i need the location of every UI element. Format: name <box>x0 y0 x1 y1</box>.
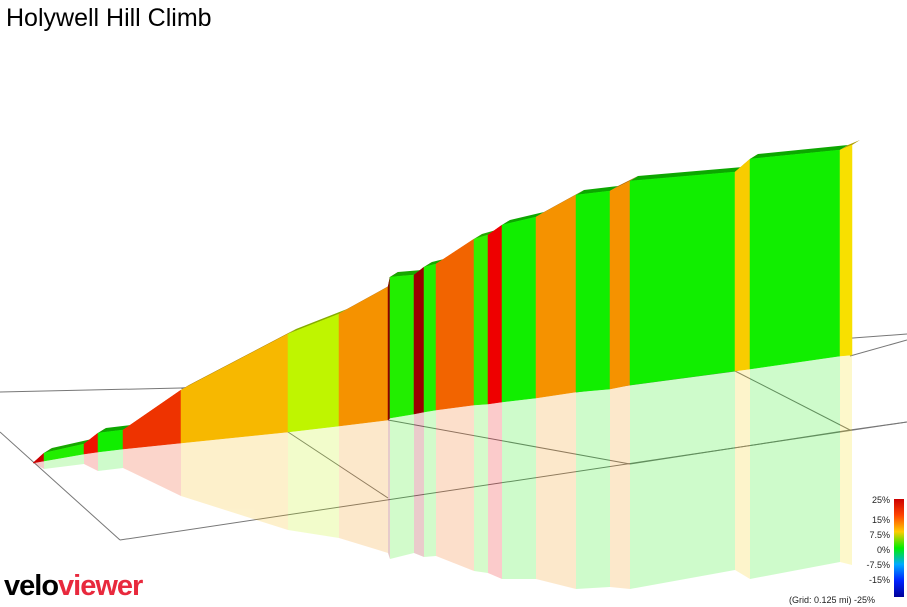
segment-reflection <box>750 356 840 579</box>
grid-line <box>0 431 121 541</box>
gradient-segment <box>629 171 736 386</box>
profile-reflection <box>33 355 852 589</box>
segment-top-edge <box>502 212 544 225</box>
gradient-segment <box>97 429 124 453</box>
segment-reflection <box>44 454 84 469</box>
segment-reflection <box>123 443 181 496</box>
profile-walls <box>32 140 860 464</box>
gradient-segment <box>535 194 577 399</box>
grid-line <box>734 370 851 431</box>
segment-reflection <box>840 355 852 565</box>
segment-top-edge <box>630 167 743 181</box>
segment-top-edge <box>424 259 444 267</box>
segment-reflection <box>414 412 424 557</box>
grid-line <box>387 419 631 465</box>
grid-line <box>287 431 389 499</box>
gradient-segment <box>32 452 45 464</box>
legend-label-25: 25% <box>871 495 890 505</box>
segment-top-edge <box>44 439 92 453</box>
legend-color-scale <box>894 499 904 597</box>
gradient-segment <box>387 276 391 421</box>
gradient-segment <box>734 158 751 372</box>
legend-label-0: 0% <box>876 545 890 555</box>
segment-reflection <box>576 389 610 589</box>
grid-line <box>0 387 182 393</box>
chart-title: Holywell Hill Climb <box>6 4 212 32</box>
legend-label-neg-15: -15% <box>868 575 890 585</box>
gradient-segment <box>435 238 475 411</box>
segment-reflection <box>390 414 414 559</box>
legend-label-neg-25: -25% <box>854 595 876 605</box>
segment-reflection <box>288 426 339 538</box>
segment-top-edge <box>750 145 848 159</box>
segment-reflection <box>436 405 474 571</box>
segment-reflection <box>388 418 390 559</box>
gradient-segment <box>501 216 537 403</box>
segment-reflection <box>536 392 576 589</box>
gradient-segment <box>338 286 389 427</box>
segment-reflection <box>735 369 750 579</box>
segment-top-edge <box>288 309 347 334</box>
segment-reflection <box>502 398 536 579</box>
segment-top-edge <box>390 270 422 277</box>
segment-reflection <box>98 449 123 471</box>
gradient-segment <box>389 274 415 419</box>
grid-line <box>849 339 907 357</box>
gradient-segment <box>413 266 425 415</box>
gradient-segment <box>180 333 289 444</box>
segment-reflection <box>630 371 735 589</box>
gradient-segment <box>749 149 841 370</box>
gradient-segment <box>575 190 611 393</box>
segment-reflection <box>339 420 388 553</box>
segment-reflection <box>424 410 436 557</box>
grid-note: (Grid: 0.125 mi) -25% <box>789 595 875 605</box>
gradient-segment <box>609 180 631 390</box>
gradient-segment <box>839 144 853 357</box>
segment-top-edge <box>98 425 131 433</box>
gradient-segment <box>122 389 182 450</box>
segment-reflection <box>474 404 488 573</box>
gradient-segment <box>83 432 99 455</box>
segment-top-edge <box>474 230 496 239</box>
segment-top-edge <box>840 140 860 150</box>
segment-reflection <box>33 461 44 469</box>
veloviewer-logo: veloviewer <box>4 570 143 602</box>
segment-reflection <box>181 432 288 530</box>
gradient-segment <box>287 313 340 433</box>
segment-reflection <box>610 385 630 589</box>
segment-reflection <box>488 402 502 579</box>
segment-top-edge <box>576 186 618 195</box>
gradient-legend-bar <box>894 499 904 597</box>
grid-note-text: (Grid: 0.125 mi) <box>789 595 852 605</box>
gradient-segment <box>473 234 489 406</box>
segment-reflection <box>84 452 98 471</box>
legend-label-7-5: 7.5% <box>869 530 890 540</box>
gradient-segment <box>487 224 503 405</box>
grid-line <box>629 429 851 465</box>
legend-label-15: 15% <box>871 515 890 525</box>
gradient-segment <box>423 263 437 413</box>
grid-line <box>849 421 907 431</box>
legend-label-neg-7-5: -7.5% <box>866 560 890 570</box>
